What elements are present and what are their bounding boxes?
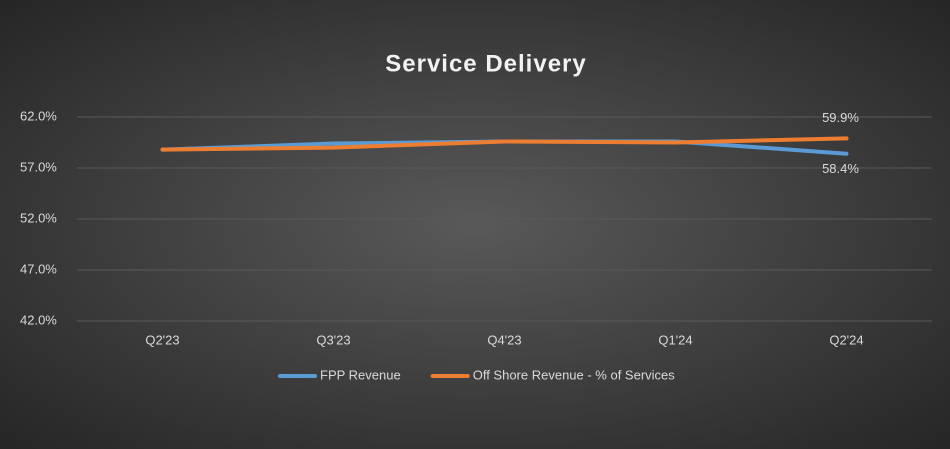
x-tick-label: Q1'24 xyxy=(658,332,692,347)
y-tick-label: 52.0% xyxy=(20,210,57,225)
x-tick-label: Q3'23 xyxy=(316,332,350,347)
data-label: 58.4% xyxy=(822,161,859,176)
y-tick-label: 62.0% xyxy=(20,108,57,123)
y-tick-label: 42.0% xyxy=(20,312,57,327)
legend-label: Off Shore Revenue - % of Services xyxy=(473,367,676,382)
series-line xyxy=(160,136,849,152)
chart-title: Service Delivery xyxy=(385,50,586,77)
x-tick-label: Q2'24 xyxy=(829,332,863,347)
legend-label: FPP Revenue xyxy=(320,367,401,382)
y-tick-label: 57.0% xyxy=(20,159,57,174)
x-tick-label: Q4'23 xyxy=(487,332,521,347)
data-label: 59.9% xyxy=(822,110,859,125)
y-tick-label: 47.0% xyxy=(20,261,57,276)
x-tick-label: Q2'23 xyxy=(145,332,179,347)
